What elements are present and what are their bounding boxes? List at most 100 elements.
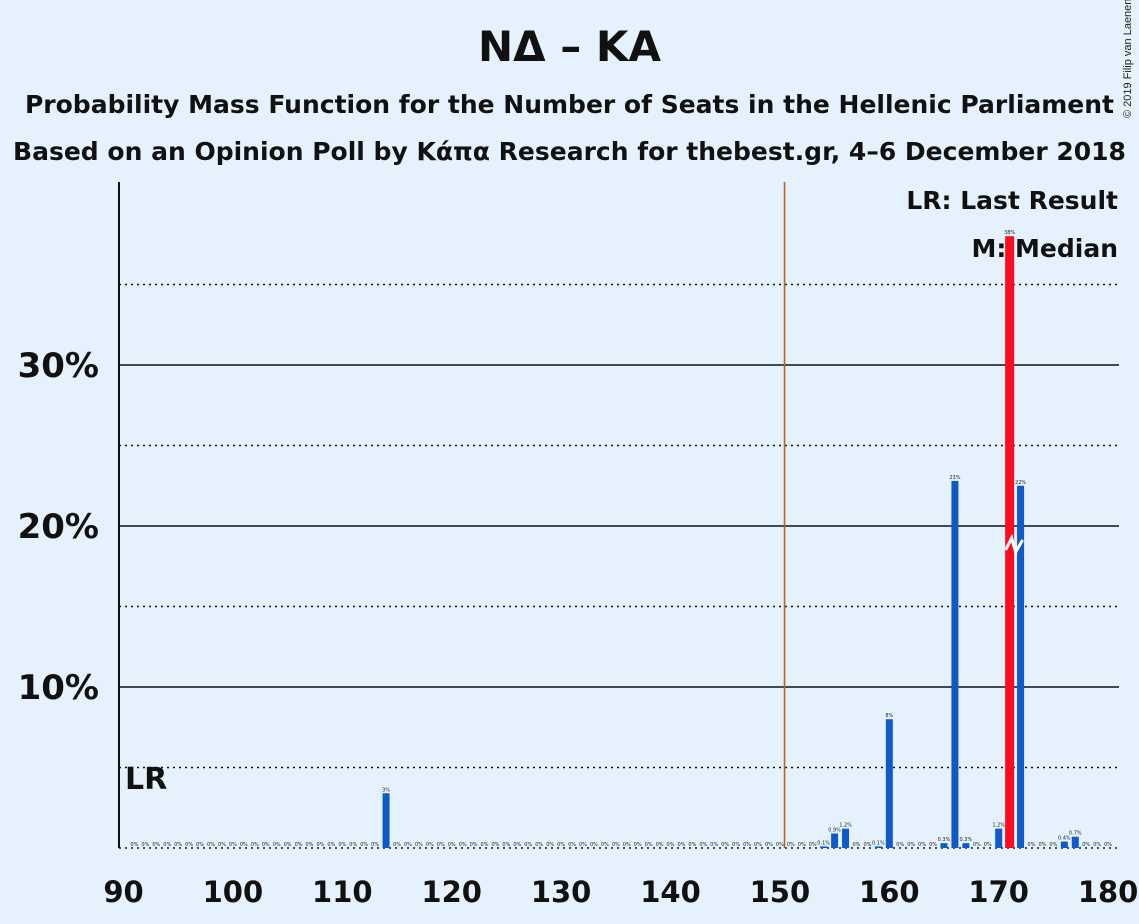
bar-label-158: 0% [863, 842, 871, 848]
bar-label-179: 0% [1093, 842, 1101, 848]
bar-label-133: 0% [590, 842, 598, 848]
bar-label-117: 0% [415, 842, 423, 848]
bar-label-123: 0% [481, 842, 489, 848]
x-tick-labels: 90 100 110 120 130 140 150 160 170 180 [103, 875, 1138, 909]
bar-label-141: 0% [677, 842, 685, 848]
x-tick-label: 90 [103, 875, 143, 909]
bar-label-160: 8% [885, 713, 893, 719]
bar-label-95: 0% [174, 842, 182, 848]
bar-label-107: 0% [306, 842, 314, 848]
bar-seat-167 [962, 843, 970, 848]
bar-label-129: 0% [546, 842, 554, 848]
bar-label-169: 0% [984, 842, 992, 848]
bar-label-121: 0% [459, 842, 467, 848]
bar-label-110: 0% [338, 842, 346, 848]
bar-label-91: 0% [130, 842, 138, 848]
bar-label-148: 0% [754, 842, 762, 848]
bar-label-170: 1.2% [992, 823, 1005, 829]
bar-label-108: 0% [316, 842, 324, 848]
bar-label-178: 0% [1082, 842, 1090, 848]
x-tick-label: 170 [968, 875, 1029, 909]
bar-seat-156 [842, 828, 850, 848]
bar-label-125: 0% [502, 842, 510, 848]
bar-label-180: 0% [1104, 842, 1112, 848]
x-tick-label: 100 [203, 875, 264, 909]
bar-seat-155 [831, 833, 839, 848]
bar-label-156: 1.2% [839, 823, 852, 829]
y-tick-label: 30% [18, 346, 99, 386]
bar-label-168: 0% [973, 842, 981, 848]
bar-label-130: 0% [557, 842, 565, 848]
bar-label-173: 0% [1028, 842, 1036, 848]
legend-median: M: Median [971, 234, 1118, 263]
bar-label-162: 0% [907, 842, 915, 848]
bar-label-102: 0% [251, 842, 259, 848]
bar-label-127: 0% [524, 842, 532, 848]
bar-label-143: 0% [699, 842, 707, 848]
bar-label-96: 0% [185, 842, 193, 848]
bar-label-154: 0.1% [817, 840, 830, 846]
chart-subtitle-1: Probability Mass Function for the Number… [24, 90, 1115, 119]
bar-seat-154 [820, 846, 828, 848]
bar-seat-159 [874, 846, 882, 848]
bar-seat-165 [940, 843, 948, 848]
x-tick-label: 130 [531, 875, 592, 909]
bar-label-166: 23% [949, 475, 960, 481]
grid-lines [119, 283, 1119, 849]
bar-seat-170 [995, 828, 1003, 848]
bar-label-128: 0% [535, 842, 543, 848]
bar-label-98: 0% [207, 842, 215, 848]
bar-label-152: 0% [798, 842, 806, 848]
bar-label-159: 0.1% [872, 840, 885, 846]
median-marker-group [1004, 533, 1024, 556]
bar-label-92: 0% [141, 842, 149, 848]
bar-seat-114 [382, 793, 390, 848]
bar-label-157: 0% [853, 842, 861, 848]
bar-label-164: 0% [929, 842, 937, 848]
bar-label-163: 0% [918, 842, 926, 848]
bar-label-137: 0% [634, 842, 642, 848]
bar-label-167: 0.3% [960, 837, 973, 843]
bar-label-177: 0.7% [1069, 831, 1082, 837]
bar-label-116: 0% [404, 842, 412, 848]
bar-label-114: 3% [382, 787, 390, 793]
bar-label-115: 0% [393, 842, 401, 848]
last-result-marker: LR [125, 762, 167, 797]
bar-label-119: 0% [437, 842, 445, 848]
bar-label-149: 0% [765, 842, 773, 848]
bar-seat-177 [1071, 836, 1079, 848]
bar-label-126: 0% [513, 842, 521, 848]
bar-label-145: 0% [721, 842, 729, 848]
bar-label-97: 0% [196, 842, 204, 848]
bar-label-118: 0% [426, 842, 434, 848]
bar-labels-group: 0% 0% 0% 0% 0% 0% 0% 0% 0% 0% 0% 0% 0% 0% 0% 0% 0% 0% 0% 0%… [130, 230, 1112, 848]
chart-subtitle-2: Based on an Opinion Poll by Κάπα Researc… [13, 137, 1126, 166]
bar-label-165: 0.3% [938, 837, 951, 843]
bar-label-106: 0% [295, 842, 303, 848]
bar-label-105: 0% [284, 842, 292, 848]
bar-label-101: 0% [240, 842, 248, 848]
bar-label-104: 0% [273, 842, 281, 848]
bar-label-171: 38% [1004, 230, 1015, 236]
bar-label-135: 0% [612, 842, 620, 848]
x-tick-label: 140 [640, 875, 701, 909]
bar-seat-166 [951, 480, 959, 848]
bar-label-140: 0% [667, 842, 675, 848]
chart-title: ΝΔ – ΚΑ [478, 22, 661, 71]
bar-label-131: 0% [568, 842, 576, 848]
bar-label-144: 0% [710, 842, 718, 848]
bar-label-103: 0% [262, 842, 270, 848]
bar-label-136: 0% [623, 842, 631, 848]
bar-label-111: 0% [349, 842, 357, 848]
x-tick-label: 110 [312, 875, 373, 909]
bar-label-174: 0% [1038, 842, 1046, 848]
bar-label-176: 0.4% [1058, 836, 1071, 842]
bar-label-175: 0% [1049, 842, 1057, 848]
bar-label-161: 0% [896, 842, 904, 848]
bar-label-120: 0% [448, 842, 456, 848]
bar-label-172: 22% [1015, 480, 1026, 486]
bar-seat-160 [885, 719, 893, 848]
bar-label-138: 0% [645, 842, 653, 848]
bar-label-151: 0% [787, 842, 795, 848]
